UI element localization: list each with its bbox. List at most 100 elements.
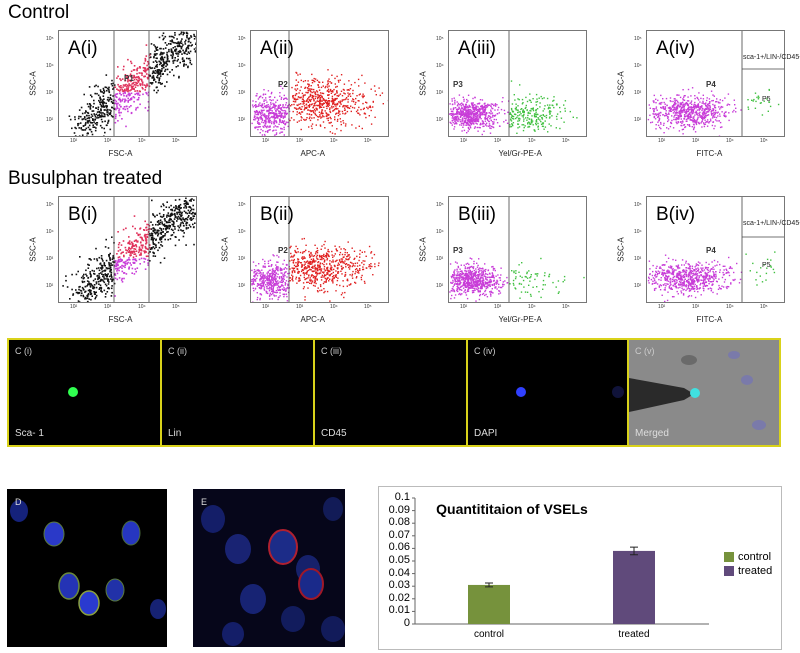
y-tick-label: 10³ (436, 90, 444, 96)
error-bar-control (485, 582, 493, 588)
y-tick-label: 10⁴ (436, 63, 444, 69)
x-tick-label: 10² (70, 138, 78, 144)
bar-control (468, 584, 510, 624)
x-tick-label: 10² (460, 304, 468, 310)
flow-panel-a-2: A(ii) P2 APC-A SSC-A 10² 10³ 10⁴ 10⁵ 10⁵ 10⁴ 10³ 10… (205, 30, 402, 175)
y-tick-label: 10⁴ (634, 229, 642, 235)
y-tick-label: 10⁵ (634, 202, 642, 208)
x-tick-label: 10⁴ (138, 138, 146, 144)
y-tick-label: 10⁵ (238, 202, 246, 208)
bar-treated (613, 550, 655, 624)
fluorescence-image (68, 387, 78, 397)
gate-label: P2 (278, 80, 288, 89)
flow-plot-area (250, 30, 389, 137)
y-axis-label: SSC-A (418, 70, 428, 96)
busulphan-title: Busulphan treated (8, 168, 163, 189)
flow-panel-label: A(i) (68, 38, 98, 59)
y-axis-label: SSC-A (616, 70, 626, 96)
x-axis-label: FITC-A (696, 149, 723, 158)
x-category-label: control (473, 629, 504, 640)
y-tick-label: 0.07 (388, 528, 410, 541)
legend-item-control: control (724, 551, 772, 563)
x-axis-label: FSC-A (108, 149, 133, 158)
flow-plot-area (448, 30, 587, 137)
y-tick-label: 10² (238, 117, 246, 123)
fluorescence-image (162, 340, 315, 447)
gate-label: P3 (453, 80, 463, 89)
flow-panel-label: B(iv) (656, 204, 696, 225)
fluorescence-image (516, 386, 624, 398)
x-tick-label: 10⁵ (760, 138, 768, 144)
y-tick-label: 10⁵ (238, 36, 246, 42)
y-tick-label: 10⁵ (436, 36, 444, 42)
y-tick-label: 0 (403, 617, 410, 629)
x-tick-label: 10² (658, 304, 666, 310)
y-tick-label: 10³ (238, 90, 246, 96)
x-axis-label: APC-A (300, 149, 325, 158)
x-axis-label: Yel/Gr-PE-A (498, 149, 542, 158)
scatter-points (449, 197, 585, 302)
y-tick-label: 10⁴ (46, 229, 54, 235)
x-category-label: treated (618, 629, 650, 640)
scatter-points (68, 31, 196, 136)
y-tick-label: 0.05 (388, 554, 410, 566)
y-tick-label: 0.09 (388, 503, 410, 516)
y-tick-label: 10⁴ (238, 229, 246, 235)
flow-plot-area (58, 196, 197, 303)
y-tick-label: 0.08 (388, 516, 410, 529)
micrograph-d: D (7, 489, 167, 647)
x-tick-label: 10² (262, 304, 270, 310)
flow-panel-label: A(ii) (260, 38, 294, 59)
flow-panel-a-4: A(iv) P4 sca-1+/LIN-/CD45- P5 FITC-A SSC-A 10²… (601, 30, 800, 175)
y-axis-label: SSC-A (616, 236, 626, 262)
scatter-points (449, 31, 578, 136)
y-tick-label: 0.06 (388, 541, 410, 554)
fluorescence-cell-label: Sca- 1 (15, 428, 44, 439)
flow-plot-area (58, 30, 197, 137)
gate-label: P1 (124, 74, 134, 83)
y-tick-label: 10² (436, 117, 444, 123)
scatter-points (251, 197, 380, 302)
chart-legend: control treated (724, 549, 772, 579)
micrograph-d-image (10, 500, 166, 619)
chart-plot (412, 497, 709, 625)
gate-label-p5: P5 (762, 262, 771, 269)
y-tick-label: 10⁵ (436, 202, 444, 208)
gate-label: P3 (453, 246, 463, 255)
legend-item-treated: treated (724, 565, 772, 577)
gate-label: P2 (278, 246, 288, 255)
gate-label-p5: P5 (762, 96, 771, 103)
y-tick-label: 10² (634, 117, 642, 123)
fluorescence-cell-4: C (iv) DAPI (466, 338, 629, 447)
fluorescence-cell-1: C (i) Sca- 1 (7, 338, 162, 447)
y-axis-label: SSC-A (220, 236, 230, 262)
quadrant-label: sca-1+/LIN-/CD45- (743, 54, 800, 61)
x-tick-label: 10⁵ (172, 138, 180, 144)
x-tick-label: 10³ (692, 138, 700, 144)
fluorescence-cell-title: C (ii) (168, 346, 187, 356)
x-tick-label: 10² (70, 304, 78, 310)
y-axis-label: SSC-A (220, 70, 230, 96)
x-tick-label: 10⁴ (138, 304, 146, 310)
fluorescence-cell-label: DAPI (474, 428, 498, 439)
y-tick-label: 10³ (634, 90, 642, 96)
legend-swatch-control (724, 552, 734, 562)
fluorescence-cell-title: C (i) (15, 346, 32, 356)
legend-swatch-treated (724, 566, 734, 576)
y-tick-label: 10⁵ (634, 36, 642, 42)
y-tick-label: 10² (634, 283, 642, 289)
x-tick-label: 10⁵ (562, 138, 570, 144)
fluorescence-image (629, 340, 779, 445)
chart-axes (414, 498, 709, 625)
x-tick-label: 10³ (104, 138, 112, 144)
y-tick-label: 0.1 (394, 491, 410, 503)
quadrant-label: sca-1+/LIN-/CD45- (743, 220, 800, 227)
flow-plot-area (646, 30, 785, 137)
x-tick-label: 10⁴ (330, 138, 338, 144)
x-tick-label: 10³ (296, 304, 304, 310)
y-axis-label: SSC-A (28, 70, 38, 96)
y-tick-label: 10⁴ (436, 229, 444, 235)
flow-plot-area (448, 196, 587, 303)
y-tick-label: 10² (46, 283, 54, 289)
